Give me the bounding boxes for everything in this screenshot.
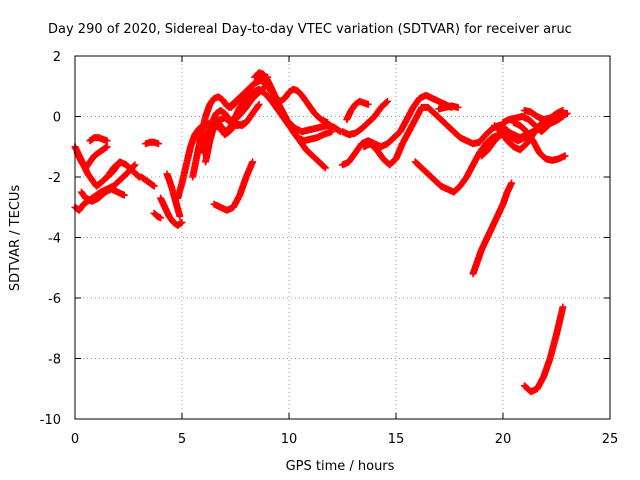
x-tick-label: 20: [495, 432, 512, 447]
data-point: [383, 97, 391, 105]
data-point: [320, 163, 328, 171]
data-point: [508, 179, 516, 187]
data-point: [134, 172, 142, 180]
series-arc-4: [77, 185, 128, 205]
x-tick-label: 5: [178, 432, 186, 447]
data-point: [382, 98, 390, 106]
series-arc-6: [103, 158, 143, 181]
data-points: [71, 69, 571, 396]
x-tick-label: 25: [602, 432, 619, 447]
series-arc-3: [73, 143, 111, 172]
data-point: [559, 303, 567, 311]
series-arc-19: [251, 69, 332, 127]
data-point: [157, 214, 165, 222]
data-point: [131, 161, 139, 169]
data-point: [120, 191, 128, 199]
series-arc-10: [157, 194, 186, 229]
y-tick-label: -10: [40, 413, 61, 428]
data-point: [150, 182, 158, 190]
series-arc-26: [435, 102, 462, 113]
series-arc-9: [150, 209, 165, 222]
data-point: [249, 158, 257, 166]
data-point: [321, 164, 329, 172]
data-point: [154, 140, 162, 148]
y-tick-label: -2: [48, 171, 61, 186]
data-point: [254, 102, 262, 110]
data-point: [255, 100, 263, 108]
data-point: [364, 100, 372, 108]
series-arc-17: [210, 158, 257, 214]
series-arc-11: [163, 170, 184, 220]
y-tick-label: -6: [48, 292, 61, 307]
data-point: [559, 106, 567, 114]
data-point: [178, 218, 186, 226]
series-arc-20: [285, 119, 344, 136]
data-point: [176, 212, 184, 220]
axis-ticks: 0 5 10 15 20 25 -10 -8 -6 -4 -2 0 2: [40, 50, 619, 447]
data-point: [454, 103, 462, 111]
x-axis-label: GPS time / hours: [286, 459, 395, 474]
series-arc-7: [137, 173, 158, 190]
y-tick-label: -4: [48, 232, 61, 247]
x-tick-label: 15: [388, 432, 405, 447]
series-arc-33: [520, 303, 567, 396]
data-point: [103, 137, 111, 145]
y-tick-label: 2: [53, 50, 61, 65]
series-arc-30: [510, 119, 569, 164]
series-arc-31: [520, 106, 567, 124]
data-point: [561, 152, 569, 160]
y-axis-label: SDTVAR / TECUs: [8, 185, 23, 292]
series-arc-21: [339, 97, 391, 139]
grid-lines: [75, 56, 610, 419]
x-tick-label: 0: [71, 432, 79, 447]
data-point: [103, 143, 111, 151]
series-arc-5: [86, 134, 111, 145]
x-tick-label: 10: [281, 432, 298, 447]
data-point: [335, 127, 343, 135]
data-point: [563, 109, 571, 117]
series-arc-32: [469, 179, 516, 278]
chart-title: Day 290 of 2020, Sidereal Day-to-day VTE…: [48, 22, 572, 37]
series-arc-22: [343, 97, 372, 124]
y-tick-label: -8: [48, 353, 61, 368]
series-arc-8: [142, 138, 162, 148]
y-tick-label: 0: [53, 111, 61, 126]
series-arc-24: [360, 103, 516, 169]
series-arc-29: [499, 109, 571, 136]
